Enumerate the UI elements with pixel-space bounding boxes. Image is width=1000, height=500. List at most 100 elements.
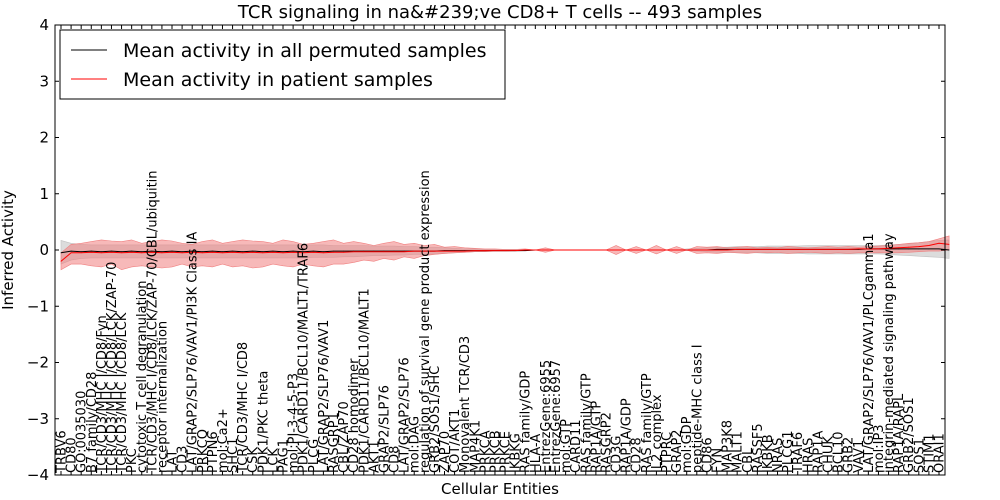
data-point [80,251,82,253]
data-point [444,250,445,252]
x-tick-label: SOS1 [912,438,927,473]
y-axis-label: Inferred Activity [0,190,17,310]
x-tick-label: CBL/ZAP70 [337,401,352,473]
data-point [474,250,476,252]
x-tick-label: PKC [125,448,140,473]
x-tick-label: CD28 homodimer [347,358,362,473]
data-point [878,248,879,250]
x-tick-label: mol:PI-3-4-5-P3 [287,373,302,473]
data-point [625,249,627,251]
data-point [101,252,102,254]
chart-title: TCR signaling in na&#239;ve CD8+ T cells… [237,2,762,23]
data-point [676,249,677,251]
data-point [242,251,244,253]
data-point [736,249,738,250]
data-point [201,252,203,254]
data-point [767,249,768,250]
data-point [292,251,294,253]
x-tick-label: PRKCQ [196,429,211,473]
y-tick-label: 2 [39,129,49,147]
data-point [605,249,607,251]
x-tick-label: CBL [741,447,756,473]
x-tick-label: EntrezGene:6957 [549,360,564,473]
x-tick-label: RASGRP2 [600,412,615,473]
x-tick-label: IL2 complex [650,394,665,473]
data-point [888,247,889,249]
data-point [212,251,213,253]
x-tick-label: FYN [711,448,726,473]
x-tick-label: RASGRP1 [327,412,342,473]
legend: Mean activity in all permuted samples Me… [59,29,506,100]
data-point [696,249,698,251]
data-point [171,251,173,253]
x-tick-label: mol:GTP [559,419,574,473]
x-tick-label: MAP4K1 [468,420,483,473]
x-tick-label: TRBV6 [55,430,70,474]
y-tick-label: 3 [39,72,49,90]
x-tick-label: LCK [266,448,281,473]
data-point [403,251,405,253]
data-point [60,260,62,262]
data-point [393,251,395,253]
x-tick-label: MALT1 [731,431,746,473]
data-point [212,250,213,252]
data-point [706,249,708,251]
data-point [181,251,183,253]
x-tick-label: TCR/CD3/MHC I/CD8/Fyn [95,315,110,474]
x-tick-label: PRKCE [499,431,514,473]
x-tick-label: RAS family/GDP [519,371,534,473]
x-tick-label: TRAF6 [791,432,806,474]
data-point [504,250,506,252]
data-point [575,249,577,251]
x-tick-label: PDK1/CARD11/BCL10/MALT1/TRAF6 [297,243,312,473]
x-tick-label: PLCG1 [781,430,796,473]
x-tick-label: TCR/CD3/MHC I/CD8/LCK/ZAP-70 [105,262,120,474]
data-point [222,252,223,254]
x-tick-label: CSK [246,447,261,473]
x-tick-label: CD3G [610,436,625,473]
data-point [121,252,122,254]
x-tick-label: HRAS [801,438,816,473]
data-point [565,249,566,251]
data-point [464,250,466,252]
x-tick-label: ZAP70 [438,431,453,473]
data-point [726,249,728,251]
x-tick-label: GO:0035030 [75,391,90,473]
x-tick-label: GRB2/SOS1/SHC [428,366,443,473]
data-point [323,252,324,254]
legend-label-permuted: Mean activity in all permuted samples [123,40,486,62]
data-point [302,252,304,254]
data-point [807,249,809,250]
x-tick-label: PDK1/CARD11/BCL10/MALT1 [357,288,372,473]
data-point [656,249,657,251]
x-tick-label: GRAP2 [670,429,685,473]
x-tick-label: IKBKB [761,434,776,473]
data-point [323,251,324,253]
data-point [413,250,415,252]
legend-label-patient: Mean activity in patient samples [123,69,433,91]
data-point [70,250,72,252]
x-tick-label: regulation of survival gene product expr… [418,170,433,473]
y-tick-label: −2 [27,354,49,372]
x-tick-label: SHC1 [226,438,241,473]
data-point [363,251,365,253]
x-tick-label: RASSF5 [751,423,766,473]
x-tick-label: RAS family/GTP [640,373,655,473]
data-point [232,251,234,253]
data-point [282,251,284,253]
x-tick-label: LAT/GRAP2/SLP76 [398,357,413,473]
x-tick-label: IKBKG [509,433,524,473]
x-tick-label: RAP1A [811,430,826,473]
y-tick-label: 1 [39,185,49,203]
data-point [746,249,748,250]
x-tick-label: PTPN6 [206,431,221,473]
data-point [111,250,112,252]
series-lines [60,242,950,262]
data-point [857,248,859,250]
data-point [272,251,274,253]
data-point [333,251,334,253]
x-tick-label: LAT/GRAP2/SLP76/VAV1/PI3K Class IA [186,232,201,473]
data-point [252,251,254,253]
data-point [161,252,163,254]
